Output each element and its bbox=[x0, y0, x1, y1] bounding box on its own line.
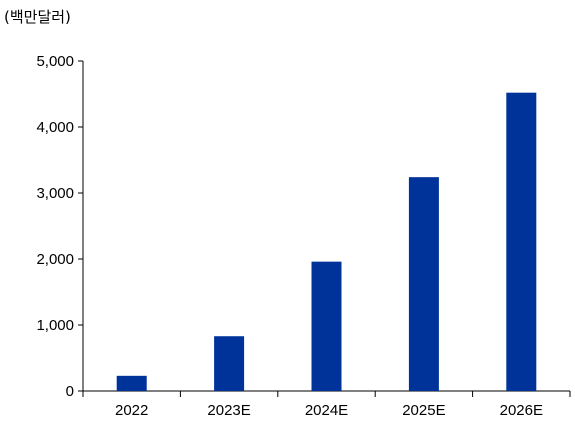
x-tick-label: 2024E bbox=[305, 402, 348, 419]
x-axis: 2022 2023E 2024E 2025E 2026E bbox=[82, 390, 571, 419]
bar-2024e bbox=[311, 261, 342, 391]
x-tick-label: 2025E bbox=[402, 402, 445, 419]
y-tick-label: 0 bbox=[66, 383, 74, 400]
bar-2026e bbox=[506, 92, 537, 392]
y-tick-label: 3,000 bbox=[36, 185, 74, 202]
y-tick-label: 4,000 bbox=[36, 119, 74, 136]
x-tick-label: 2022 bbox=[115, 402, 148, 419]
bar-2023e bbox=[214, 336, 245, 391]
bar-2022 bbox=[116, 375, 147, 391]
x-tick-label: 2026E bbox=[500, 402, 543, 419]
y-tick-label: 1,000 bbox=[36, 317, 74, 334]
bars bbox=[116, 92, 537, 392]
y-axis: 0 1,000 2,000 3,000 4,000 5,000 bbox=[36, 53, 84, 400]
x-tick-label: 2023E bbox=[207, 402, 250, 419]
y-tick-label: 2,000 bbox=[36, 251, 74, 268]
y-tick-label: 5,000 bbox=[36, 53, 74, 70]
unit-label: (백만달러) bbox=[4, 8, 71, 26]
bar-2025e bbox=[408, 177, 439, 391]
